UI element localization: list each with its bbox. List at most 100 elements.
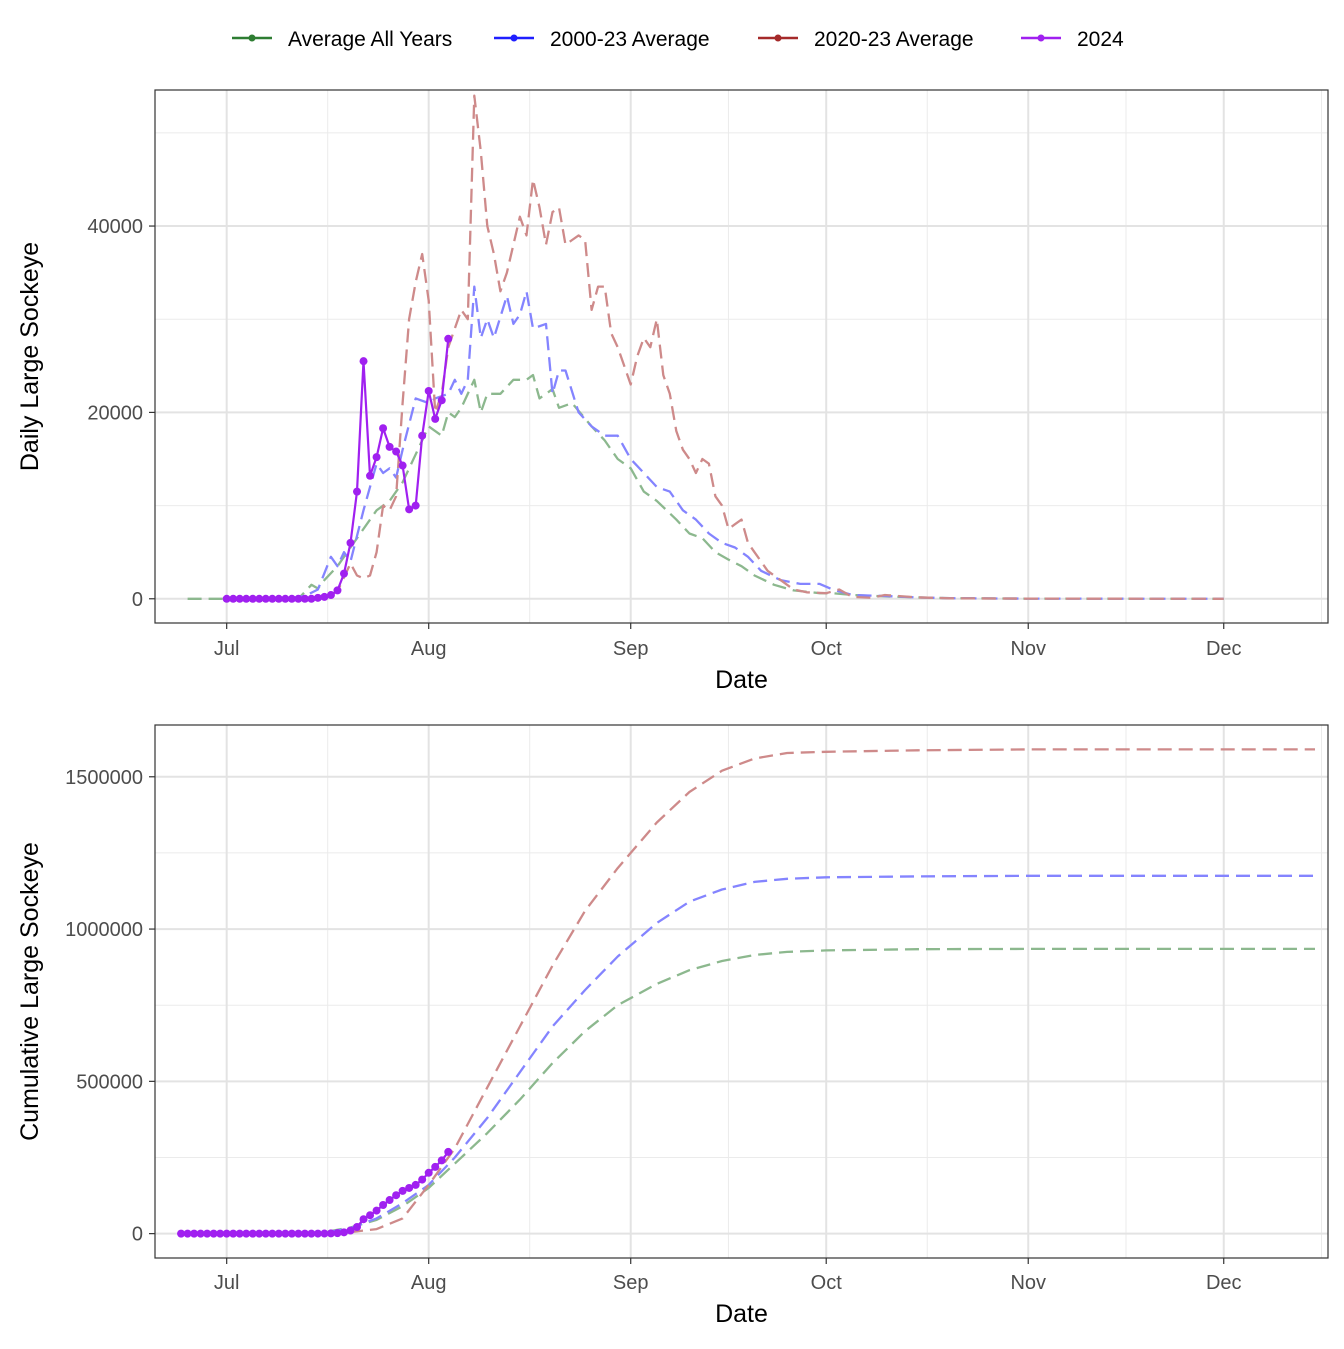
data-point [372,453,381,462]
data-point [177,1229,186,1238]
data-point [392,1191,401,1200]
data-point [346,1226,355,1235]
data-point [392,447,401,456]
data-point [379,424,388,433]
daily-panel: Jul Aug Sep Oct Nov Dec Date 0 20000 40000 Daily L… [16,89,1329,694]
x-axis-title: Date [715,1300,768,1328]
series-line [181,947,1315,1235]
legend-item: 2020-23 Average [758,28,974,51]
data-point [235,594,244,603]
x-tick-label: Dec [1206,1272,1242,1294]
data-point [287,594,296,603]
data-point [268,1229,277,1238]
data-point [326,1229,335,1238]
data-point [353,487,362,496]
data-point [248,594,257,603]
data-point [261,1229,270,1238]
cumulative-panel: Jul Aug Sep Oct Nov Dec Date 0 500000 1000000 1500… [16,724,1329,1328]
data-point [203,1229,212,1238]
data-point [255,1229,264,1238]
data-point [242,594,251,603]
series-line [181,874,1315,1235]
data-point [300,594,309,603]
x-tick-label: Nov [1010,1272,1046,1294]
plot-border [154,89,1329,624]
data-point [287,1229,296,1238]
data-point [216,1229,225,1238]
data-point [444,1147,453,1156]
data-point [333,1229,342,1238]
data-point [333,586,342,595]
x-axis-title: Date [715,666,768,694]
data-point [255,594,264,603]
data-point [281,1229,290,1238]
series-line [226,94,1224,600]
y-tick-label: 40000 [87,216,143,238]
plot-background [155,725,1328,1258]
data-point [274,594,283,603]
data-point [261,594,270,603]
data-point [222,594,231,603]
legend-label: 2020-23 Average [814,28,974,51]
legend-label: Average All Years [288,28,452,51]
data-point [320,592,329,601]
data-point [222,1229,231,1238]
y-axis-title: Daily Large Sockeye [16,242,44,471]
data-point [431,414,440,423]
data-point [398,461,407,470]
data-point [385,1196,394,1205]
x-tick-label: Jul [214,1272,240,1294]
plot-border [154,724,1329,1259]
y-tick-label: 0 [132,589,143,611]
data-point [281,594,290,603]
legend-label: 2024 [1077,28,1124,51]
data-point [339,569,348,578]
data-point [294,594,303,603]
data-point [294,1229,303,1238]
data-point [385,442,394,451]
series-group [187,94,1224,603]
data-point [359,357,368,366]
data-point [431,1162,440,1171]
x-tick-label: Nov [1010,638,1046,660]
legend-swatch-point [1037,34,1045,42]
x-tick-label: Dec [1206,638,1242,660]
x-tick-label: Sep [613,1272,649,1294]
data-point [437,396,446,405]
data-point [405,505,414,514]
data-point [444,334,453,343]
data-point [418,431,427,440]
y-axis: 0 20000 40000 Daily Large Sockeye [16,216,155,611]
x-axis: Jul Aug Sep Oct Nov Dec Date [214,623,1242,694]
legend: Average All Years 2000-23 Average 2020-23 … [232,28,1124,51]
series-group [177,748,1315,1238]
data-point [190,1229,199,1238]
data-point [424,386,433,395]
data-point [418,1175,427,1184]
plot-background [155,90,1328,623]
data-point [379,1201,388,1210]
data-point [326,591,335,600]
legend-swatch-point [510,34,518,42]
y-tick-label: 0 [132,1224,143,1246]
x-tick-label: Oct [811,1272,843,1294]
data-point [437,1156,446,1165]
legend-swatch-point [774,34,782,42]
data-point [274,1229,283,1238]
data-point [411,1180,420,1189]
data-point [307,1229,316,1238]
data-point [313,593,322,602]
y-tick-label: 1500000 [65,767,143,789]
x-tick-label: Sep [613,638,649,660]
data-point [405,1183,414,1192]
x-tick-label: Aug [411,1272,447,1294]
x-tick-label: Jul [214,638,240,660]
data-point [183,1229,192,1238]
legend-item: Average All Years [232,28,452,51]
data-point [229,594,238,603]
y-tick-label: 1000000 [65,919,143,941]
data-point [209,1229,218,1238]
x-axis: Jul Aug Sep Oct Nov Dec Date [214,1258,1242,1328]
data-point [353,1222,362,1231]
